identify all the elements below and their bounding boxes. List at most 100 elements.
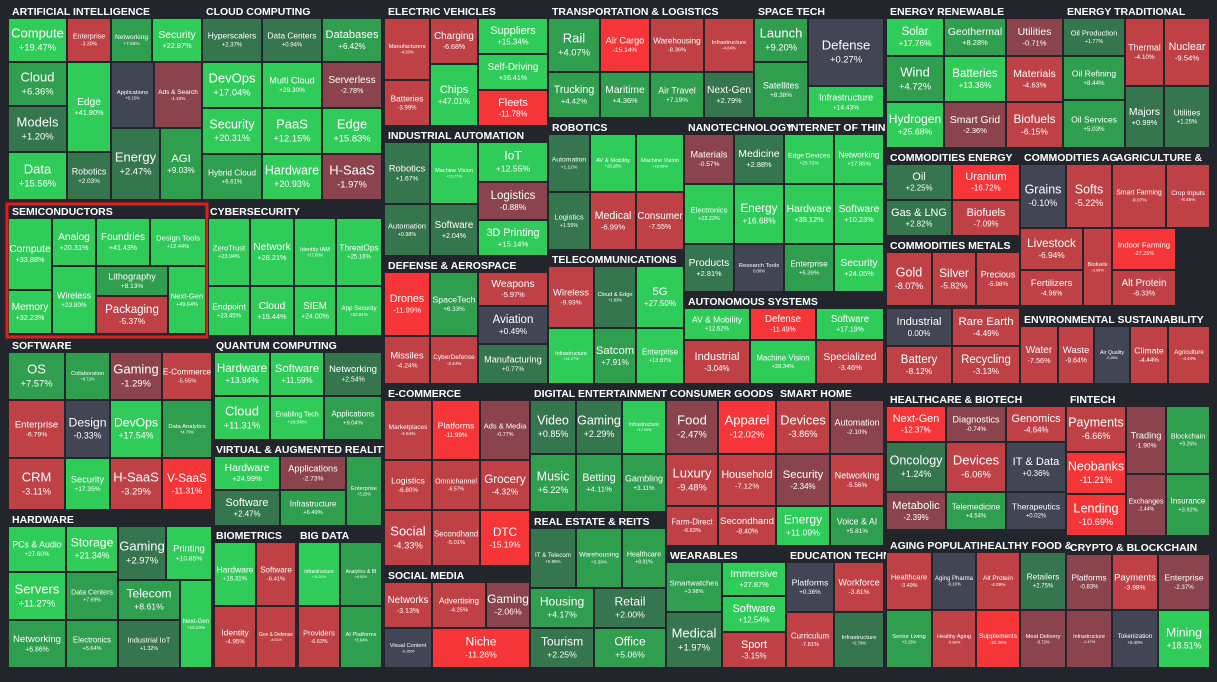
- tile-label: Defense: [822, 38, 870, 53]
- tile-change: -5.97%: [501, 290, 525, 299]
- tile-label: Networking: [115, 34, 148, 41]
- tile: [432, 582, 486, 628]
- tile-label: Marketplaces: [389, 424, 428, 431]
- sector: CYBERSECURITY ZeroTrust+23.94% Network+28.…: [208, 206, 382, 336]
- sector: AUTONOMOUS SYSTEMS AV & Mobility +12.62% De…: [684, 296, 884, 384]
- tile-label: Air Travel: [658, 85, 696, 95]
- tile-change: -4.49%: [973, 329, 999, 338]
- tile: [202, 18, 262, 62]
- tile-change: -6.06%: [961, 468, 991, 479]
- tile-label: Biofuels: [1014, 112, 1056, 126]
- tile-label: Automation: [552, 157, 587, 164]
- tile: [67, 18, 111, 62]
- tile-label: Video: [537, 414, 569, 428]
- tile: [67, 62, 111, 152]
- tile-change: -0.72%: [1036, 640, 1050, 645]
- tile-label: CyberDefense: [433, 354, 475, 361]
- sector-title: BIG DATA: [300, 530, 350, 542]
- tile-label: Batteries: [952, 68, 998, 80]
- sector-title: TELECOMMUNICATIONS: [552, 254, 677, 266]
- tile-change: -16.72%: [971, 184, 1000, 193]
- tile-change: +5.06%: [615, 650, 645, 660]
- tile-change: +0.02%: [1026, 514, 1047, 520]
- tile-change: +8.44%: [1083, 80, 1105, 87]
- tile-change: -3.44%: [447, 361, 462, 366]
- tile: [946, 492, 1006, 530]
- tile-label: Networks: [388, 595, 429, 606]
- tile-label: Edge: [77, 97, 101, 108]
- tile: [1066, 610, 1112, 668]
- tile-label: Hardware: [265, 164, 319, 178]
- tile-label: DevOps: [114, 416, 158, 430]
- tile: [946, 406, 1006, 442]
- tile-label: Analytics & BI: [346, 569, 377, 575]
- tile-label: Trucking: [554, 84, 595, 96]
- tile-label: Thermal: [1128, 42, 1161, 52]
- tile-change: +24.00%: [301, 314, 329, 321]
- tile: [486, 582, 530, 628]
- tile: [322, 18, 382, 62]
- tile-label: Printing: [173, 542, 205, 553]
- tile-change: +4.42%: [561, 96, 587, 105]
- tile: [734, 244, 784, 292]
- tile-change: -8.40%: [736, 529, 758, 536]
- tile-change: +1.20%: [21, 130, 53, 141]
- tile-change: +39.12%: [794, 215, 824, 224]
- tile-label: Software: [733, 603, 776, 615]
- tile: [111, 62, 154, 128]
- tile-label: Wireless: [553, 286, 589, 297]
- sector: WEARABLES Smartwatches+3.98% Medical+1.97%…: [666, 550, 786, 668]
- tile-label: Cloud: [225, 404, 259, 419]
- tile: [1125, 86, 1164, 148]
- tile-label: Enterprise: [73, 33, 105, 41]
- tile: [718, 454, 776, 506]
- tile: [722, 596, 786, 632]
- sector: TELECOMMUNICATIONS Wireless -9.93% Infrastr…: [548, 254, 684, 384]
- tile-label: Robotics: [72, 166, 107, 176]
- tile: [8, 352, 65, 400]
- tile: [1126, 474, 1166, 536]
- sector-title: ENERGY TRADITIONAL: [1067, 6, 1186, 18]
- tile-label: Networking: [329, 364, 377, 375]
- tile-label: Medical: [672, 626, 717, 641]
- tile: [666, 506, 718, 546]
- tile: [478, 54, 548, 90]
- tile-change: +4.17%: [547, 610, 577, 620]
- tile: [1094, 326, 1130, 384]
- tile: [784, 134, 834, 184]
- tile-label: Endpoint: [212, 301, 246, 311]
- tile-label: Networking: [839, 150, 880, 159]
- tile-label: Networking: [13, 634, 61, 645]
- tile: [384, 204, 430, 256]
- tile-label: Gaming: [119, 539, 165, 554]
- tile-label: Multi Cloud: [269, 75, 315, 85]
- tile: [432, 460, 480, 510]
- tile: [1020, 610, 1066, 668]
- tile-label: Telecom: [126, 587, 171, 601]
- tile-label: Retailers: [1027, 571, 1060, 581]
- tile-change: +1.67%: [396, 175, 419, 182]
- tile: [1130, 326, 1168, 384]
- tile-label: Providers: [303, 629, 335, 638]
- tile-change: -3.98%: [1124, 584, 1145, 591]
- tile: [110, 458, 162, 510]
- tile-change: +9.20%: [765, 41, 797, 52]
- tile-label: Packaging: [105, 304, 159, 316]
- tile: [1063, 18, 1125, 56]
- tile: [834, 184, 884, 244]
- tile-change: -1.29%: [121, 377, 151, 388]
- tile-change: -4.64%: [1023, 426, 1048, 435]
- tile: [214, 542, 256, 606]
- tile: [432, 400, 480, 460]
- tile: [384, 272, 430, 336]
- tile-change: -4.63%: [1022, 80, 1046, 89]
- tile-label: Automation: [835, 417, 880, 427]
- tile-label: Exchanges: [1128, 498, 1164, 506]
- tile: [384, 628, 432, 668]
- tile-change: +8.61%: [134, 602, 164, 612]
- sector: SOCIAL MEDIA Networks-3.13% Visual Content…: [384, 570, 530, 668]
- tile-change: +13.87%: [649, 358, 672, 364]
- tile-label: Security: [158, 30, 196, 41]
- tile-change: -8.91%: [270, 638, 282, 642]
- tile: [432, 510, 480, 566]
